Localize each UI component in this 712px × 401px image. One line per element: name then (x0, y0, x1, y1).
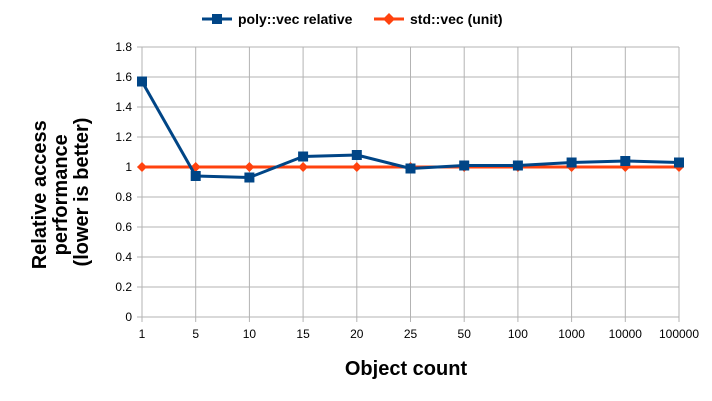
y-tick-label: 1.2 (115, 130, 132, 144)
y-tick-label: 0.8 (115, 190, 132, 204)
data-point-poly-vec (512, 160, 523, 171)
x-tick-label: 50 (458, 327, 472, 341)
x-tick-label: 10 (243, 327, 257, 341)
data-point-poly-vec (620, 156, 631, 166)
data-point-poly-vec (244, 172, 255, 183)
legend-label-poly-vec: poly::vec relative (238, 11, 353, 27)
data-point-std-vec (137, 162, 147, 172)
y-axis-title-line-2: performance (50, 134, 72, 255)
x-axis-title: Object count (345, 358, 468, 380)
x-tick-label: 100 (508, 327, 528, 341)
data-point-poly-vec (298, 151, 309, 162)
data-point-std-vec (298, 162, 309, 172)
y-tick-label: 0.2 (115, 280, 132, 294)
data-point-poly-vec (137, 76, 147, 87)
x-axis-ticks: 1 5 10 15 20 25 50 100 1000 10000 100000 (139, 327, 700, 341)
y-tick-label: 1.4 (115, 100, 132, 114)
legend: poly::vec relative std::vec (unit) (202, 11, 503, 27)
data-point-poly-vec (190, 171, 201, 181)
y-tick-label: 0 (125, 310, 132, 324)
legend-marker-poly-vec (212, 14, 222, 24)
data-point-std-vec (351, 162, 362, 172)
y-axis-title-line-3: (lower is better) (71, 118, 93, 267)
y-axis-title-line-1: Relative access (29, 120, 51, 269)
y-axis-ticks: 0 0.2 0.4 0.6 0.8 1 1.2 1.4 1.6 1.8 (115, 40, 132, 324)
y-axis-title: Relative access performance (lower is be… (29, 115, 93, 270)
x-tick-label: 15 (296, 327, 310, 341)
x-tick-label: 5 (192, 327, 199, 341)
legend-item-std-vec: std::vec (unit) (374, 11, 503, 27)
legend-label-std-vec: std::vec (unit) (410, 11, 503, 27)
x-tick-label: 25 (404, 327, 418, 341)
data-series (137, 76, 684, 183)
data-point-poly-vec (566, 157, 577, 168)
data-point-poly-vec (459, 160, 470, 171)
y-tick-label: 0.4 (115, 250, 132, 264)
data-point-poly-vec (351, 150, 362, 160)
y-tick-label: 0.6 (115, 220, 132, 234)
data-point-poly-vec (405, 163, 416, 174)
x-tick-label: 100000 (659, 327, 699, 341)
gridlines (137, 46, 680, 322)
data-point-std-vec (244, 162, 255, 172)
x-tick-label: 1 (139, 327, 146, 341)
y-tick-label: 1.8 (115, 40, 132, 54)
legend-item-poly-vec: poly::vec relative (202, 11, 353, 27)
x-tick-label: 1000 (558, 327, 585, 341)
x-tick-label: 20 (350, 327, 364, 341)
y-tick-label: 1.6 (115, 70, 132, 84)
y-tick-label: 1 (125, 160, 132, 174)
x-tick-label: 10000 (609, 327, 643, 341)
data-point-poly-vec (674, 157, 684, 168)
legend-marker-std-vec (383, 13, 395, 25)
